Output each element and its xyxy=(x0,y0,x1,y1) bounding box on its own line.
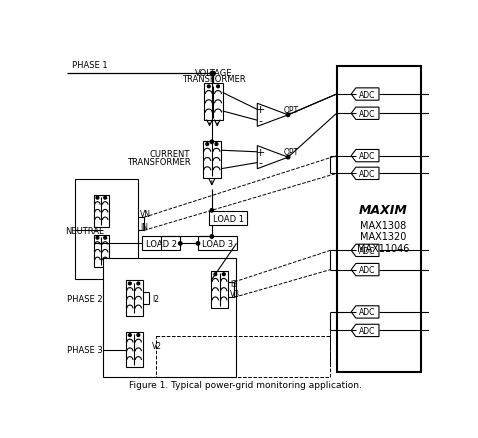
Circle shape xyxy=(212,72,215,76)
Text: OPT: OPT xyxy=(283,148,299,157)
Bar xyxy=(198,237,237,251)
Text: PHASE 2: PHASE 2 xyxy=(67,294,103,303)
Circle shape xyxy=(210,209,214,212)
Circle shape xyxy=(96,197,99,200)
Polygon shape xyxy=(351,88,379,101)
Polygon shape xyxy=(351,306,379,318)
Circle shape xyxy=(137,283,140,285)
Circle shape xyxy=(286,156,290,159)
Text: Figure 1. Typical power-grid monitoring application.: Figure 1. Typical power-grid monitoring … xyxy=(129,380,361,389)
Circle shape xyxy=(129,283,131,285)
Text: IN: IN xyxy=(140,223,148,231)
Text: PHASE 1: PHASE 1 xyxy=(73,61,108,70)
Text: ADC: ADC xyxy=(358,308,375,317)
Bar xyxy=(211,272,228,308)
Text: TRANSFORMER: TRANSFORMER xyxy=(182,75,245,84)
Circle shape xyxy=(215,143,218,146)
Text: LOAD 2: LOAD 2 xyxy=(145,239,176,248)
Text: +: + xyxy=(256,105,265,115)
Text: MAX1320: MAX1320 xyxy=(359,232,406,242)
Circle shape xyxy=(206,143,208,146)
Text: ADC: ADC xyxy=(358,110,375,119)
Text: +: + xyxy=(256,148,265,157)
Circle shape xyxy=(196,242,200,246)
Bar xyxy=(142,237,180,251)
Polygon shape xyxy=(351,168,379,180)
Text: VN: VN xyxy=(140,209,151,219)
Polygon shape xyxy=(351,325,379,337)
Circle shape xyxy=(207,86,210,88)
Text: LOAD 1: LOAD 1 xyxy=(213,214,243,223)
Text: ADC: ADC xyxy=(358,246,375,255)
Bar xyxy=(337,67,421,372)
Bar xyxy=(204,84,223,121)
Circle shape xyxy=(104,237,107,240)
Text: -: - xyxy=(259,158,262,168)
Text: TRANSFORMER: TRANSFORMER xyxy=(127,157,190,166)
Circle shape xyxy=(222,273,225,276)
Text: V3: V3 xyxy=(230,290,240,298)
Circle shape xyxy=(129,334,131,337)
Circle shape xyxy=(214,273,217,276)
Bar xyxy=(209,212,247,226)
Bar xyxy=(156,336,330,378)
Bar xyxy=(94,195,109,227)
Text: VOLTAGE: VOLTAGE xyxy=(195,69,232,78)
Circle shape xyxy=(286,114,290,117)
Circle shape xyxy=(210,235,214,239)
Bar xyxy=(203,141,221,179)
Bar xyxy=(126,332,142,367)
Circle shape xyxy=(179,242,182,246)
Text: ADC: ADC xyxy=(358,170,375,178)
Polygon shape xyxy=(351,264,379,276)
Circle shape xyxy=(217,86,219,88)
Text: I3: I3 xyxy=(230,279,238,288)
Text: V2: V2 xyxy=(152,342,162,350)
Text: ADC: ADC xyxy=(358,152,375,161)
Polygon shape xyxy=(351,150,379,162)
Text: ADC: ADC xyxy=(358,90,375,99)
Circle shape xyxy=(210,72,214,76)
Polygon shape xyxy=(351,244,379,257)
Bar xyxy=(94,235,109,267)
Text: LOAD 3: LOAD 3 xyxy=(202,239,233,248)
Text: -: - xyxy=(259,116,262,126)
Bar xyxy=(103,258,236,378)
Text: ADC: ADC xyxy=(358,265,375,275)
Text: NEUTRAL: NEUTRAL xyxy=(65,226,104,235)
Text: OPT: OPT xyxy=(283,106,299,115)
Polygon shape xyxy=(351,108,379,120)
Text: ADC: ADC xyxy=(358,326,375,335)
Circle shape xyxy=(96,237,99,240)
Circle shape xyxy=(104,197,107,200)
Text: PHASE 3: PHASE 3 xyxy=(67,346,103,354)
Text: MAX11046: MAX11046 xyxy=(357,244,409,254)
Bar xyxy=(75,179,138,279)
Bar xyxy=(126,281,142,316)
Text: MAX1308: MAX1308 xyxy=(359,220,406,230)
Circle shape xyxy=(210,141,214,144)
Text: I2: I2 xyxy=(152,294,159,303)
Text: MAXIM: MAXIM xyxy=(358,204,407,216)
Circle shape xyxy=(137,334,140,337)
Text: CURRENT: CURRENT xyxy=(150,149,190,159)
